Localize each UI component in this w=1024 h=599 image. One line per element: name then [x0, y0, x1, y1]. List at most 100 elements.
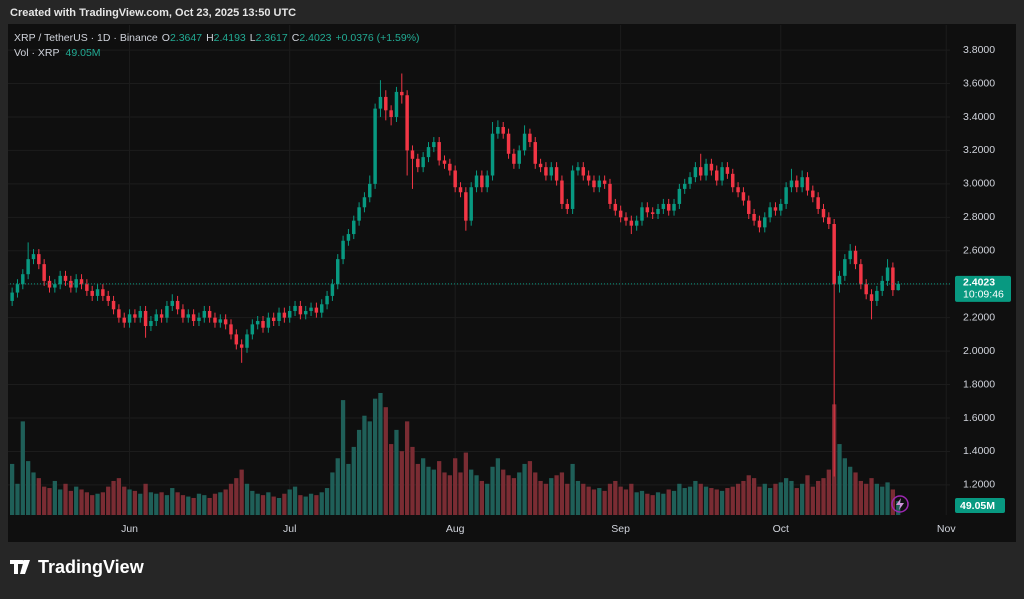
candle-body — [896, 283, 900, 291]
candle-body — [672, 203, 676, 211]
candle-body — [143, 310, 148, 327]
candle-body — [197, 317, 201, 322]
volume-bar — [714, 489, 719, 515]
candle-body — [95, 289, 100, 296]
volume-bar — [565, 483, 570, 515]
candle-body — [586, 175, 591, 181]
volume-bar — [394, 429, 399, 515]
volume-bar — [442, 472, 447, 515]
candle-body — [362, 197, 367, 208]
y-tick-label: 2.0000 — [963, 345, 995, 357]
volume-bar — [340, 400, 346, 515]
candle-body — [864, 284, 868, 295]
volume-bar — [324, 488, 330, 515]
volume-bar — [10, 463, 15, 515]
candle-body — [202, 310, 207, 318]
candle-body — [330, 284, 335, 296]
volume-bar — [266, 492, 271, 515]
candle-body — [368, 183, 372, 198]
x-tick-label: Oct — [773, 523, 789, 535]
volume-bar — [196, 493, 202, 515]
volume-bar — [74, 486, 79, 515]
volume-bar — [853, 472, 858, 515]
candle-body — [63, 275, 68, 281]
volume-label: 49.05M — [960, 500, 995, 512]
volume-bar — [212, 493, 218, 515]
candle-body — [768, 207, 772, 218]
volume-bar — [586, 486, 591, 515]
candle-body — [389, 110, 393, 117]
volume-bar — [276, 497, 282, 515]
alert-icon[interactable] — [891, 495, 909, 513]
volume-bar — [330, 472, 335, 515]
candle-body — [538, 163, 543, 168]
candle-body — [821, 208, 826, 218]
volume-bar — [437, 461, 442, 515]
candle-body — [565, 203, 570, 209]
volume-bar — [421, 458, 426, 515]
volume-bar — [474, 475, 479, 515]
candle-body — [843, 259, 847, 276]
volume-bar — [511, 478, 517, 515]
y-tick-label: 1.4000 — [963, 445, 995, 457]
volume-bar — [405, 421, 410, 515]
volume-bar — [885, 482, 890, 515]
volume-bar — [191, 497, 196, 515]
candle-body — [650, 212, 655, 214]
volume-bar — [15, 483, 20, 515]
volume-bar — [543, 483, 549, 515]
volume-bar — [671, 490, 677, 515]
candle-body — [159, 314, 164, 318]
volume-bar — [597, 488, 602, 515]
candle-body — [191, 314, 196, 322]
candle-body — [341, 240, 345, 260]
candle-body — [549, 167, 553, 176]
volume-bar — [250, 490, 255, 515]
volume-bar — [816, 480, 821, 515]
volume-bar — [303, 496, 308, 515]
candle-body — [79, 279, 84, 285]
volume-bar — [319, 492, 324, 515]
candle-body — [634, 220, 639, 226]
candle-body — [576, 167, 580, 171]
volume-bar — [111, 480, 116, 515]
candle-body — [682, 183, 687, 189]
volume-bar — [554, 475, 559, 515]
candle-body — [85, 284, 89, 291]
volume-bar — [549, 478, 554, 515]
volume-bar — [255, 493, 260, 515]
candle-body — [800, 177, 804, 188]
candle-body — [522, 133, 527, 151]
y-tick-label: 3.4000 — [963, 111, 995, 123]
volume-bar — [132, 490, 138, 515]
volume-bar — [287, 489, 292, 515]
volume-bar — [31, 472, 36, 515]
volume-bar — [170, 488, 175, 515]
volume-bar — [202, 495, 207, 515]
candle-body — [544, 167, 548, 176]
candle-body — [261, 321, 265, 328]
candle-body — [378, 96, 383, 109]
volume-bar — [47, 488, 52, 515]
candle-body — [629, 220, 634, 226]
candle-body — [149, 321, 153, 327]
volume-bar — [469, 469, 474, 515]
volume-bar — [623, 489, 629, 515]
volume-bar — [244, 483, 250, 515]
volume-bar — [767, 488, 773, 515]
candle-body — [133, 314, 137, 318]
volume-bar — [517, 472, 522, 515]
candle-body — [106, 295, 110, 301]
volume-bar — [239, 469, 244, 515]
candle-body — [42, 264, 46, 281]
candle-body — [287, 310, 292, 318]
volume-bar — [864, 483, 869, 515]
candle-body — [736, 187, 740, 193]
volume-bar — [629, 483, 634, 515]
volume-bar — [143, 483, 148, 515]
volume-bar — [575, 480, 581, 515]
high-value: 2.4193 — [214, 32, 246, 44]
candle-body — [853, 250, 858, 265]
volume-bar — [762, 483, 767, 515]
